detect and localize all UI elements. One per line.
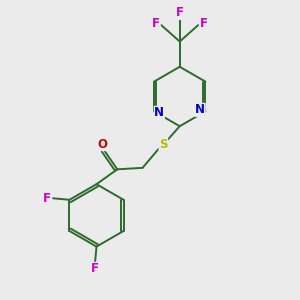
Text: F: F — [176, 7, 184, 20]
Text: N: N — [195, 103, 205, 116]
Text: F: F — [152, 17, 160, 30]
Text: F: F — [200, 17, 208, 30]
Text: N: N — [154, 106, 164, 119]
Text: O: O — [98, 138, 107, 151]
Text: S: S — [159, 138, 168, 151]
Text: F: F — [91, 262, 99, 275]
Text: F: F — [43, 192, 51, 205]
